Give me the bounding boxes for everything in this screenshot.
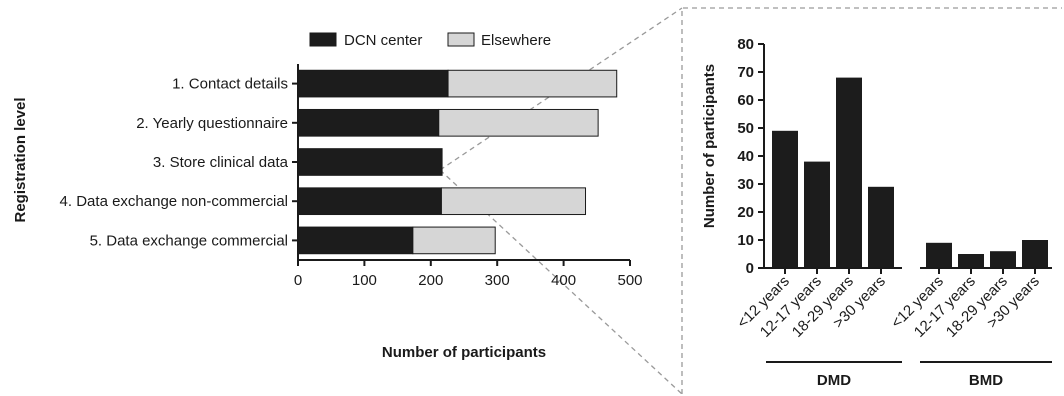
y-tick-label-3: 3. Store clinical data [153,154,289,171]
group-label-dmd: DMD [817,372,851,389]
group-label-bmd: BMD [969,372,1003,389]
x-tick-label-200: 200 [418,272,443,289]
bar-dcn-center-1 [297,69,449,98]
y-tick-label-2: 2. Yearly questionnaire [136,115,288,132]
bar-elsewhere-1 [447,69,618,98]
bars [772,77,1048,268]
y-tick-label-10: 10 [737,232,754,249]
x-tick-label-300: 300 [485,272,510,289]
y-tick-label-1: 1. Contact details [172,76,288,93]
x-tick-label-0: 0 [294,272,302,289]
x-tick-label-400: 400 [551,272,576,289]
y-axis-title: Number of participants [701,64,718,228]
bar-bmd-12-17-years [958,254,984,268]
legend-swatch-dcn-center [309,32,337,47]
bar-elsewhere-2 [438,108,599,137]
group-labels: DMD BMD [766,361,1052,389]
y-tick-label-20: 20 [737,204,754,221]
y-tick-label-70: 70 [737,64,754,81]
bar-bmd-30-years [1022,240,1048,268]
bar-bmd-12-years [926,242,952,268]
legend-swatch-elsewhere [447,32,475,47]
legend-label-dcn-center: DCN center [344,32,422,49]
bar-dmd-18-29-years [836,77,862,268]
legend: DCN center Elsewhere [309,32,551,49]
x-tick-label-100: 100 [352,272,377,289]
bars [297,69,618,255]
bar-dcn-center-3 [297,148,443,176]
bar-dmd-12-17-years [804,161,830,268]
bar-elsewhere-4 [440,187,587,216]
zoom-frame [681,7,1062,394]
y-tick-label-4: 4. Data exchange non-commercial [60,193,288,210]
y-axis-title: Registration level [12,97,29,222]
bar-dmd-12-years [772,130,798,268]
y-tick-label-40: 40 [737,148,754,165]
bar-dcn-center-5 [297,226,414,255]
legend-label-elsewhere: Elsewhere [481,32,551,49]
registration-chart: DCN center Elsewhere 1. Contact details 2… [12,32,643,361]
y-tick-label-80: 80 [737,36,754,53]
x-tick-label-500: 500 [617,272,642,289]
y-tick-label-30: 30 [737,176,754,193]
bar-dmd-30-years [868,186,894,268]
bar-dcn-center-2 [297,108,440,137]
bar-dcn-center-4 [297,187,442,216]
axes: 1. Contact details 2. Yearly questionnair… [60,64,643,289]
y-tick-label-0: 0 [746,260,754,277]
y-tick-label-50: 50 [737,120,754,137]
x-axis-title: Number of participants [382,344,546,361]
bar-bmd-18-29-years [990,251,1016,268]
y-tick-label-60: 60 [737,92,754,109]
y-tick-label-5: 5. Data exchange commercial [90,232,288,249]
bar-elsewhere-5 [412,226,496,255]
